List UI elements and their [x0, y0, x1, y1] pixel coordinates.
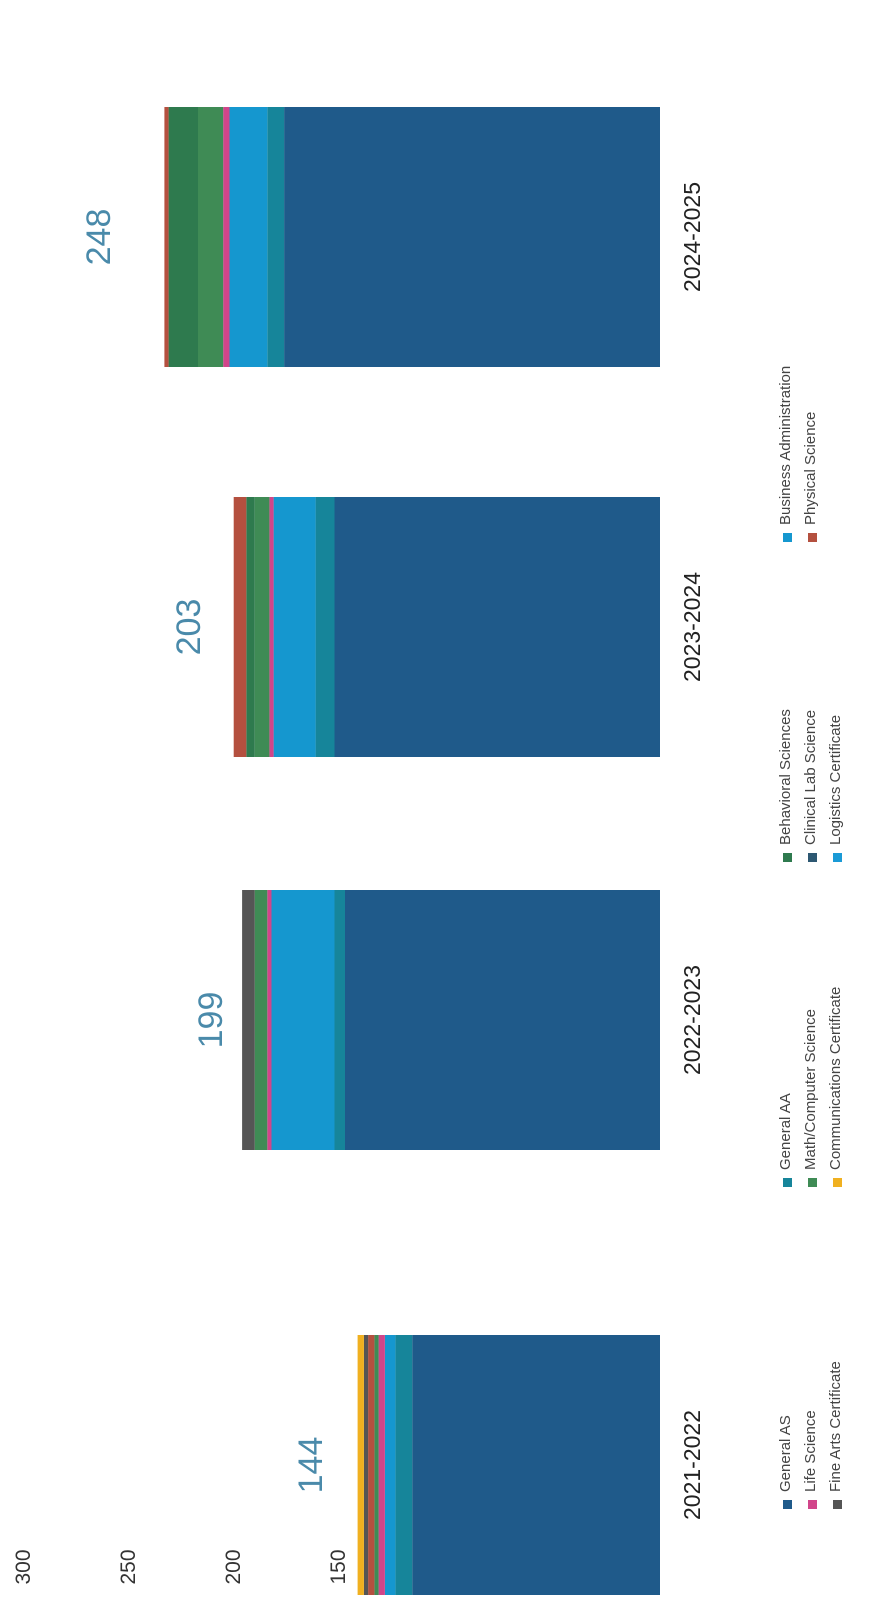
bar-segment [254, 497, 270, 757]
bar-segment [267, 107, 285, 367]
y-tick-label: 250 [117, 1549, 140, 1584]
bar-segment [254, 890, 268, 1150]
bar-segment [412, 1335, 660, 1595]
bar-segment [246, 497, 255, 757]
legend-label: General AS [777, 1415, 794, 1492]
category-labels: 2021-2022 2022-2023 2023-2024 2024-2025 [679, 182, 705, 1520]
legend-swatch [833, 853, 842, 862]
legend-label: Math/Computer Science [802, 1009, 819, 1170]
legend-swatch [783, 533, 792, 542]
bar-segment [267, 890, 272, 1150]
legend: General AS General AA Behavioral Sciences B… [777, 366, 844, 1509]
legend-swatch [783, 1500, 792, 1509]
bar-segment [378, 1335, 385, 1595]
bar-segment [374, 1335, 379, 1595]
legend-label: Communications Certificate [827, 987, 844, 1170]
bar-segment [164, 107, 169, 367]
bar-segment [357, 1335, 364, 1595]
category-label: 2022-2023 [679, 965, 705, 1075]
legend-swatch [833, 1178, 842, 1187]
legend-label: Clinical Lab Science [802, 710, 819, 845]
legend-swatch [808, 533, 817, 542]
total-labels: 144 199 203 248 [80, 209, 330, 1494]
bars [164, 107, 660, 1595]
bar-segment [229, 107, 268, 367]
bar-segment [269, 497, 274, 757]
total-label: 203 [170, 599, 208, 656]
bar-segment [368, 1335, 375, 1595]
bar-segment [198, 107, 224, 367]
legend-label: Fine Arts Certificate [827, 1361, 844, 1492]
total-label: 144 [292, 1437, 330, 1494]
legend-label: Business Administration [777, 366, 794, 525]
legend-label: Logistics Certificate [827, 715, 844, 845]
bar-segment [242, 890, 255, 1150]
legend-swatch [783, 853, 792, 862]
legend-label: General AA [777, 1093, 794, 1170]
legend-swatch [808, 853, 817, 862]
bar-segment [315, 497, 335, 757]
bar-segment [345, 890, 660, 1150]
bar-segment [384, 1335, 396, 1595]
bar-segment [334, 890, 345, 1150]
bar-segment [223, 107, 230, 367]
y-tick-label: 200 [222, 1549, 245, 1584]
legend-swatch [783, 1178, 792, 1187]
legend-swatch [808, 1178, 817, 1187]
category-label: 2021-2022 [679, 1410, 705, 1520]
legend-label: Behavioral Sciences [777, 709, 794, 845]
legend-label: Life Science [802, 1410, 819, 1492]
bar-segment [334, 497, 660, 757]
y-tick-label: 300 [12, 1549, 35, 1584]
category-label: 2024-2025 [679, 182, 705, 292]
bar-segment [284, 107, 660, 367]
bar-segment [168, 107, 198, 367]
bar-segment [395, 1335, 413, 1595]
bar-segment [273, 497, 316, 757]
legend-label: Physical Science [802, 412, 819, 525]
total-label: 248 [80, 209, 118, 266]
legend-swatch [833, 1500, 842, 1509]
total-label: 199 [192, 992, 230, 1049]
y-tick-label: 150 [327, 1549, 350, 1584]
bar-segment [233, 497, 247, 757]
bar-segment [271, 890, 335, 1150]
category-label: 2023-2024 [679, 572, 705, 682]
legend-swatch [808, 1500, 817, 1509]
bar-segment [363, 1335, 369, 1595]
